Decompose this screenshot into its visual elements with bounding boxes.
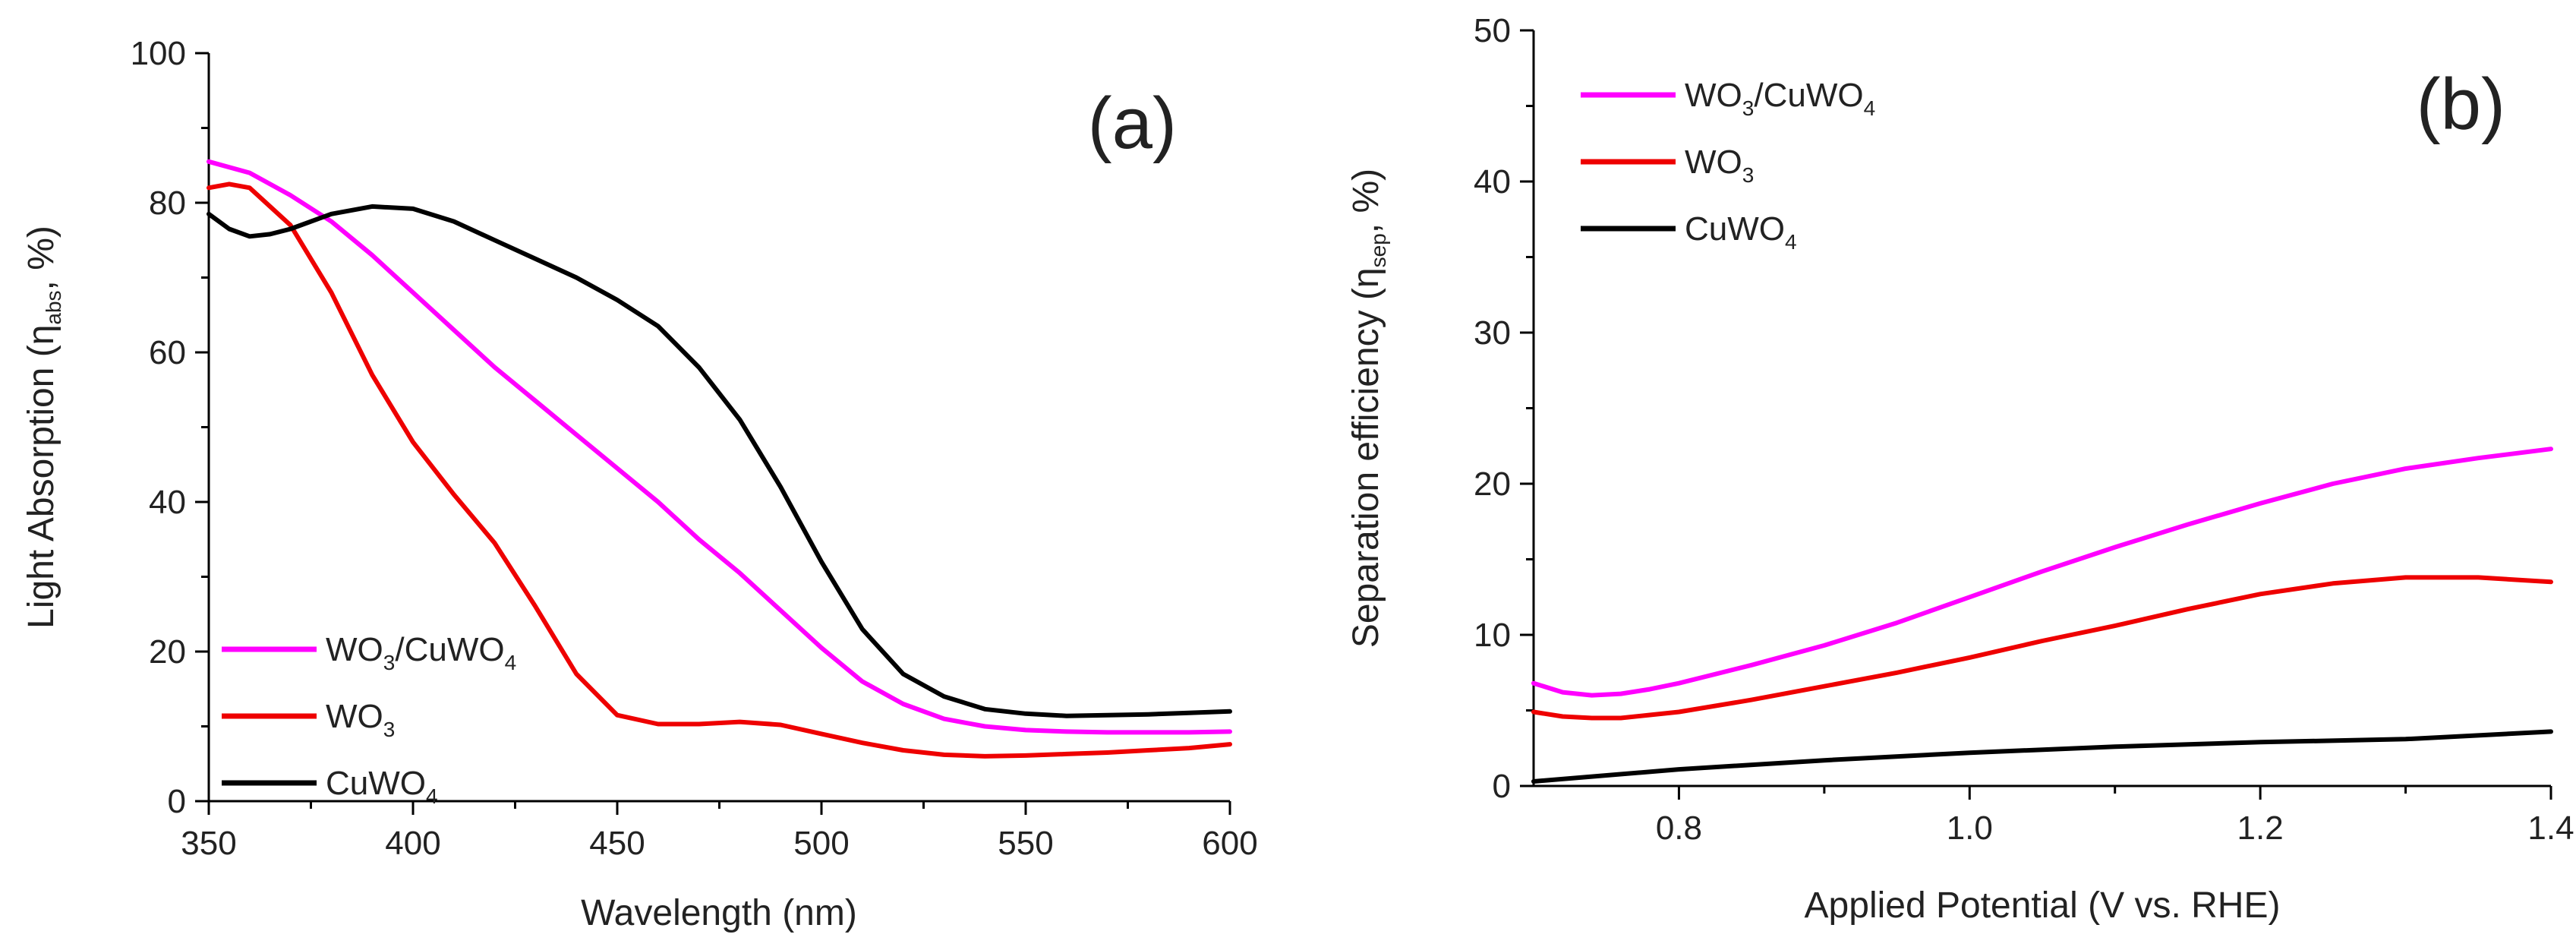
- panel-label: (b): [2417, 64, 2505, 145]
- series-line-wo3-cuwo4: [207, 159, 1232, 735]
- x-tick-label: 350: [181, 825, 236, 862]
- y-axis-title: Separation efficiency (ηsep, %): [1346, 169, 1390, 648]
- x-tick-label: 400: [385, 825, 440, 862]
- x-axis-title: Wavelength (nm): [581, 893, 857, 933]
- x-tick-label: 450: [589, 825, 645, 862]
- panel-label: (a): [1088, 83, 1177, 164]
- x-axis-title: Applied Potential (V vs. RHE): [1805, 885, 2281, 926]
- x-tick-label: 1.4: [2527, 810, 2574, 847]
- legend-label: CuWO4: [326, 765, 438, 808]
- x-tick-label: 0.8: [1656, 810, 1702, 847]
- legend-label: WO3: [1685, 144, 1754, 187]
- y-tick-label: 80: [149, 185, 186, 222]
- y-axis-title: Light Absorption (ηabs, %): [21, 226, 65, 629]
- x-tick-label: 550: [998, 825, 1053, 862]
- legend-label: WO3/CuWO4: [326, 631, 516, 674]
- y-tick-label: 40: [1474, 163, 1511, 200]
- series-line-cuwo4: [1531, 729, 2553, 784]
- y-tick-label: 100: [131, 35, 186, 72]
- series-line-wo3: [1531, 575, 2553, 721]
- y-tick-label: 20: [149, 633, 186, 671]
- y-tick-label: 50: [1474, 12, 1511, 49]
- series-line-wo3: [207, 181, 1232, 759]
- x-tick-label: 1.0: [1947, 810, 1993, 847]
- y-tick-label: 20: [1474, 466, 1511, 503]
- y-tick-label: 0: [1493, 768, 1511, 805]
- y-tick-label: 30: [1474, 314, 1511, 352]
- chart-panel-1: 0.8 1.0 1.2 1.4 0 10 20 30 40 50 Applied Potential…: [1346, 12, 2574, 926]
- x-tick-label: 500: [793, 825, 849, 862]
- y-tick-label: 10: [1474, 617, 1511, 654]
- x-tick-label: 1.2: [2237, 810, 2284, 847]
- x-tick-label: 600: [1202, 825, 1257, 862]
- chart-panel-0: 350 400 450 500 550 600 0 20 40 60 80 100 Wavelength…: [21, 35, 1258, 933]
- legend-label: WO3/CuWO4: [1685, 77, 1875, 120]
- series-line-cuwo4: [207, 204, 1232, 718]
- y-tick-label: 60: [149, 334, 186, 371]
- y-tick-label: 40: [149, 484, 186, 521]
- legend-label: CuWO4: [1685, 210, 1797, 254]
- legend-label: WO3: [326, 698, 395, 741]
- series-line-wo3-cuwo4: [1531, 447, 2553, 698]
- y-tick-label: 0: [168, 783, 186, 820]
